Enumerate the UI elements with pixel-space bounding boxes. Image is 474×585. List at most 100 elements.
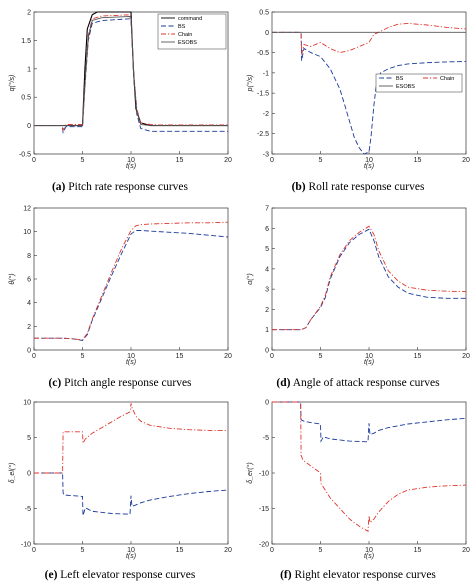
x-tick-label: 20: [462, 353, 470, 360]
plot-area: [33, 207, 229, 351]
y-tick-label: 1: [265, 327, 269, 334]
x-tick-label: 15: [176, 157, 184, 164]
y-tick-label: -10: [21, 542, 31, 549]
y-tick-label: 10: [23, 229, 31, 236]
series-line-bs: [272, 401, 467, 443]
x-tick-label: 15: [414, 353, 422, 360]
series-line-bs: [272, 31, 467, 155]
legend: BS Chain ESOBS: [375, 73, 463, 93]
x-axis-label: t(s): [126, 359, 136, 366]
plot-area: [271, 207, 467, 351]
y-tick-label: 6: [27, 277, 31, 284]
y-tick-label: 7: [265, 206, 269, 213]
y-axis-label: α(°): [246, 273, 254, 284]
x-axis-label: t(s): [364, 359, 374, 366]
x-tick-label: 10: [365, 547, 373, 554]
y-tick-label: -5: [263, 435, 269, 442]
y-axis-label: θ(°): [8, 273, 16, 284]
chart-0: 0 5 10 15 20-0.500.511.52t(s)q(°/s)commandBS…: [8, 10, 232, 171]
x-tick-label: 0: [32, 547, 36, 554]
x-tick-label: 0: [32, 157, 36, 164]
y-tick-label: -0.5: [19, 152, 31, 159]
y-tick-label: 5: [265, 246, 269, 253]
x-tick-label: 10: [127, 353, 135, 360]
x-tick-label: 5: [319, 157, 323, 164]
x-axis-label: t(s): [126, 163, 136, 170]
legend-label-bs: BS: [396, 76, 404, 82]
x-tick-label: 0: [32, 353, 36, 360]
x-tick-label: 10: [127, 157, 135, 164]
y-tick-label: 3: [265, 287, 269, 294]
y-tick-label: -5: [25, 506, 31, 513]
legend-label-chain: Chain: [440, 76, 454, 82]
x-tick-label: 10: [365, 157, 373, 164]
series-line-chain: [272, 22, 467, 55]
x-tick-label: 5: [81, 157, 85, 164]
y-tick-label: -3: [263, 152, 269, 159]
caption-c: (c) Pitch angle response curves: [48, 377, 192, 389]
x-tick-label: 10: [365, 353, 373, 360]
legend-label-esobs: ESOBS: [178, 40, 197, 46]
y-tick-label: -2: [263, 111, 269, 118]
y-tick-label: 0: [265, 30, 269, 37]
x-tick-label: 5: [81, 353, 85, 360]
series-line-bs: [272, 228, 466, 331]
legend-label-esobs: ESOBS: [396, 84, 415, 90]
y-tick-label: -0.5: [257, 50, 269, 57]
series-line-chain: [272, 401, 467, 532]
y-tick-label: -1.5: [257, 91, 269, 98]
caption-e: (e) Left elevator response curves: [45, 569, 196, 581]
caption-b: (b) Roll rate response curves: [292, 181, 425, 193]
y-tick-label: -15: [259, 506, 269, 513]
y-tick-label: 6: [265, 226, 269, 233]
y-axis-label: δ_el(°): [8, 463, 16, 484]
chart-3: 0 5 10 15 20 0 1 2 3 4 5 6 7 t(s) α(°): [246, 206, 470, 367]
y-tick-label: 0.5: [259, 10, 269, 17]
x-tick-label: 20: [462, 157, 470, 164]
series-line-bs: [34, 472, 229, 516]
y-tick-label: -2.5: [257, 131, 269, 138]
legend-box: [375, 73, 463, 93]
y-axis-label: q(°/s): [8, 75, 16, 92]
x-tick-label: 20: [224, 547, 232, 554]
y-tick-label: 0: [265, 400, 269, 407]
y-tick-label: 1.5: [21, 38, 31, 45]
x-axis-label: t(s): [126, 553, 136, 560]
y-tick-label: 8: [27, 253, 31, 260]
y-tick-label: 12: [23, 206, 31, 213]
series-line-chain: [272, 225, 467, 331]
x-tick-label: 20: [224, 157, 232, 164]
x-tick-label: 15: [414, 547, 422, 554]
y-tick-label: 0.5: [21, 95, 31, 102]
x-tick-label: 0: [270, 353, 274, 360]
chart-5: 0 5 10 15 20 -20 -15 -10 -5 0 t(s) δ_er(°): [246, 400, 470, 561]
x-tick-label: 5: [319, 353, 323, 360]
series-line-chain: [34, 221, 229, 341]
x-tick-label: 20: [462, 547, 470, 554]
y-tick-label: 4: [265, 266, 269, 273]
y-tick-label: 2: [27, 324, 31, 331]
y-tick-label: 0: [27, 471, 31, 478]
series-line-bs: [34, 18, 228, 134]
legend-box: [157, 13, 227, 50]
y-tick-label: 5: [27, 435, 31, 442]
y-tick-label: -20: [259, 542, 269, 549]
y-tick-label: 10: [23, 400, 31, 407]
y-tick-label: -1: [263, 70, 269, 77]
legend-label-chain: Chain: [178, 32, 192, 38]
x-tick-label: 20: [224, 353, 232, 360]
legend-label-bs: BS: [178, 24, 186, 30]
x-tick-label: 0: [270, 157, 274, 164]
y-tick-label: 1: [27, 66, 31, 73]
x-tick-label: 0: [270, 547, 274, 554]
x-tick-label: 5: [319, 547, 323, 554]
y-tick-label: 0: [265, 348, 269, 355]
y-tick-label: 4: [27, 300, 31, 307]
x-axis-label: t(s): [364, 553, 374, 560]
x-tick-label: 15: [176, 353, 184, 360]
y-axis-label: δ_er(°): [246, 462, 254, 483]
x-tick-label: 15: [414, 157, 422, 164]
x-tick-label: 5: [81, 547, 85, 554]
